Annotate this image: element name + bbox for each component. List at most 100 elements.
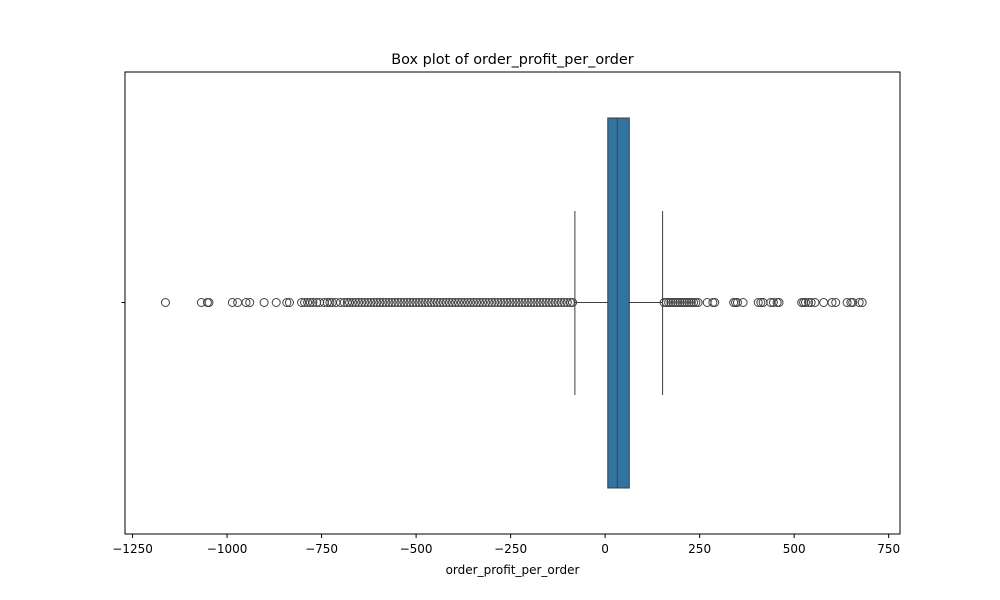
outlier-point — [456, 298, 466, 307]
outlier-point — [842, 298, 852, 307]
outlier-point — [447, 298, 457, 307]
x-tick-label: −1250 — [112, 542, 153, 556]
outlier-point — [245, 298, 255, 307]
outlier-point — [399, 298, 409, 307]
box-group — [574, 117, 664, 489]
outlier-point — [357, 298, 367, 307]
outlier-point — [375, 298, 385, 307]
outlier-point — [806, 298, 816, 307]
outlier-point — [396, 298, 406, 307]
outlier-point — [819, 298, 829, 307]
outlier-point — [432, 298, 442, 307]
outlier-point — [282, 298, 292, 307]
outlier-point — [677, 298, 687, 307]
outlier-point — [505, 298, 515, 307]
x-tick-label: −250 — [494, 542, 527, 556]
outlier-point — [444, 298, 454, 307]
outlier-point — [241, 298, 251, 307]
outlier-point — [664, 298, 674, 307]
outlier-points — [160, 298, 867, 307]
outlier-point — [402, 298, 412, 307]
outlier-point — [550, 298, 560, 307]
outlier-point — [508, 298, 518, 307]
outlier-point — [565, 298, 575, 307]
outlier-point — [502, 298, 512, 307]
outlier-point — [426, 298, 436, 307]
outlier-point — [661, 298, 671, 307]
x-tick-label: −750 — [305, 542, 338, 556]
outlier-point — [753, 298, 763, 307]
outlier-point — [381, 298, 391, 307]
outlier-point — [490, 298, 500, 307]
outlier-point — [499, 298, 509, 307]
outlier-point — [680, 298, 690, 307]
outlier-point — [233, 298, 243, 307]
outlier-point — [472, 298, 482, 307]
outlier-point — [271, 298, 281, 307]
outlier-point — [493, 298, 503, 307]
outlier-point — [453, 298, 463, 307]
outlier-point — [668, 298, 678, 307]
outlier-point — [429, 298, 439, 307]
outlier-point — [459, 298, 469, 307]
outlier-point — [756, 298, 766, 307]
outlier-point — [738, 298, 748, 307]
outlier-point — [520, 298, 530, 307]
outlier-point — [514, 298, 524, 307]
outlier-point — [804, 298, 814, 307]
outlier-point — [345, 298, 355, 307]
outlier-point — [351, 298, 361, 307]
outlier-point — [160, 298, 170, 307]
outlier-point — [854, 298, 864, 307]
outlier-point — [831, 298, 841, 307]
outlier-point — [227, 298, 237, 307]
outlier-point — [532, 298, 542, 307]
outlier-point — [659, 298, 669, 307]
outlier-point — [517, 298, 527, 307]
x-tick-label: 250 — [688, 542, 711, 556]
outlier-point — [469, 298, 479, 307]
outlier-point — [435, 298, 445, 307]
outlier-point — [487, 298, 497, 307]
outlier-point — [466, 298, 476, 307]
outlier-point — [354, 298, 364, 307]
outlier-point — [387, 298, 397, 307]
outlier-point — [547, 298, 557, 307]
outlier-point — [496, 298, 506, 307]
outlier-point — [284, 298, 294, 307]
outlier-point — [417, 298, 427, 307]
x-tick-label: −500 — [400, 542, 433, 556]
outlier-point — [438, 298, 448, 307]
outlier-point — [673, 298, 683, 307]
outlier-point — [684, 298, 694, 307]
outlier-point — [526, 298, 536, 307]
outlier-point — [390, 298, 400, 307]
outlier-point — [675, 298, 685, 307]
outlier-point — [303, 298, 313, 307]
outlier-point — [666, 298, 676, 307]
outlier-point — [325, 298, 335, 307]
outlier-point — [348, 298, 358, 307]
outlier-point — [857, 298, 867, 307]
outlier-point — [384, 298, 394, 307]
outlier-point — [408, 298, 418, 307]
outlier-point — [693, 298, 703, 307]
outlier-point — [800, 298, 810, 307]
outlier-point — [686, 298, 696, 307]
x-tick-label: 500 — [783, 542, 806, 556]
outlier-point — [535, 298, 545, 307]
outlier-point — [411, 298, 421, 307]
outlier-point — [308, 298, 318, 307]
x-tick-label: 750 — [877, 542, 900, 556]
outlier-point — [478, 298, 488, 307]
outlier-point — [538, 298, 548, 307]
outlier-point — [670, 298, 680, 307]
outlier-point — [529, 298, 539, 307]
outlier-point — [335, 298, 345, 307]
outlier-point — [774, 298, 784, 307]
outlier-point — [441, 298, 451, 307]
outlier-point — [259, 298, 269, 307]
outlier-point — [691, 298, 701, 307]
x-tick-label: −1000 — [207, 542, 248, 556]
